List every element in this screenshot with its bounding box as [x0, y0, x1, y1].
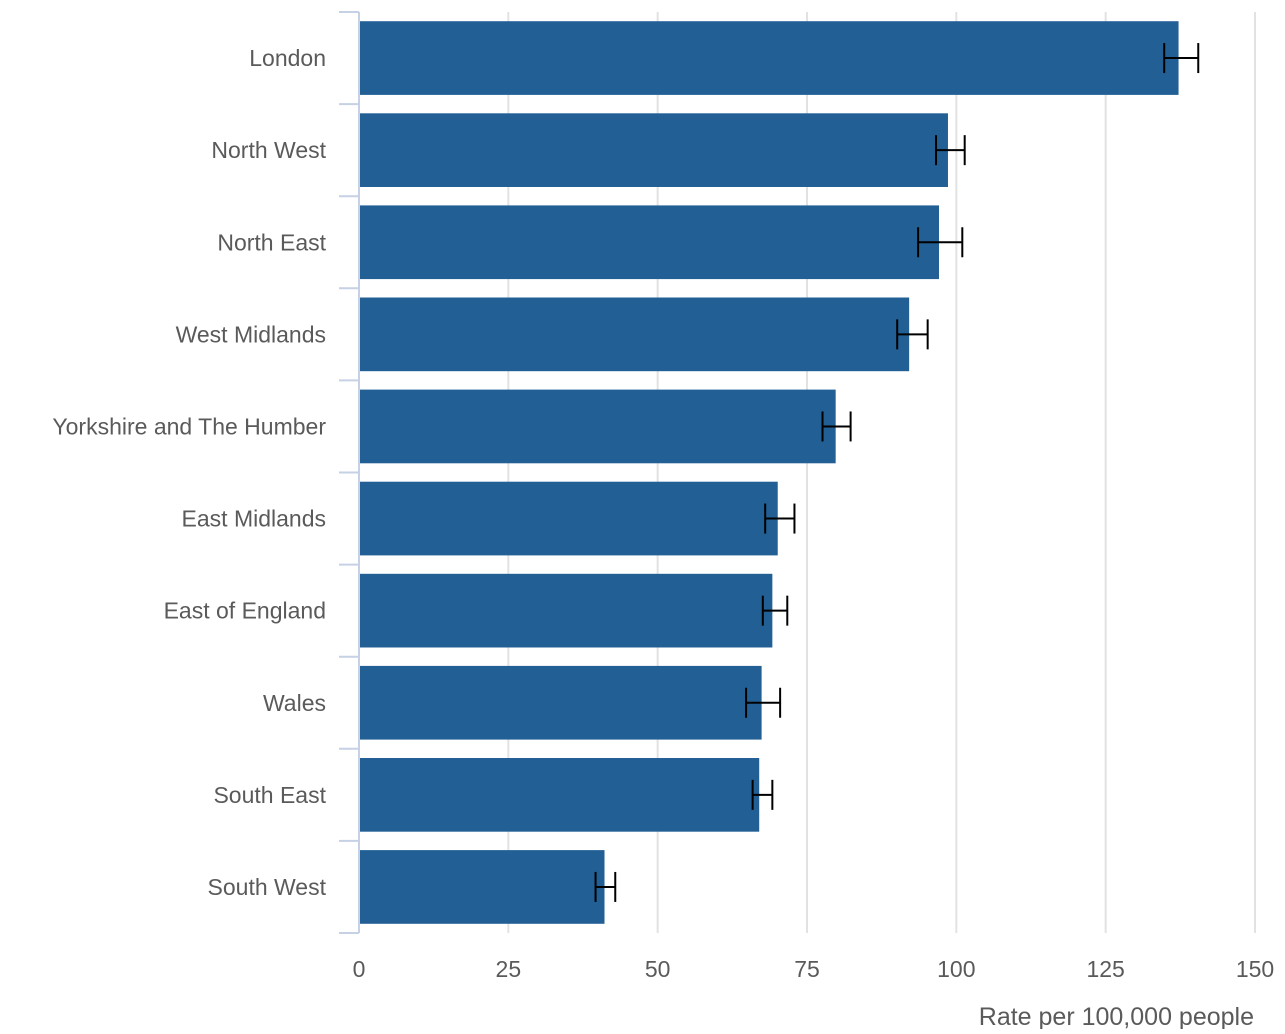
bar-wales [359, 665, 762, 740]
bar-south-east [359, 758, 760, 832]
category-label-south-east: South East [213, 782, 326, 808]
x-axis-title: Rate per 100,000 people [979, 1003, 1254, 1029]
error-bars-layer [594, 43, 1200, 902]
bars-layer [359, 21, 1179, 924]
x-tick-label-50: 50 [645, 956, 671, 982]
x-tick-label-75: 75 [794, 956, 820, 982]
category-label-wales: Wales [263, 690, 326, 716]
category-label-south-west: South West [208, 874, 327, 900]
category-label-east-of-england: East of England [164, 598, 326, 624]
x-tick-label-150: 150 [1236, 956, 1274, 982]
labels-layer: 0 25 50 75 100 125 150 London North West North Ea… [52, 45, 1274, 982]
x-tick-label-25: 25 [496, 956, 522, 982]
x-tick-label-125: 125 [1086, 956, 1124, 982]
bar-north-west [359, 113, 948, 187]
category-label-north-west: North West [211, 137, 326, 163]
category-label-london: London [249, 45, 326, 71]
bar-west-midlands [359, 297, 910, 372]
bar-east-midlands [359, 481, 778, 556]
bar-london [359, 21, 1179, 95]
category-label-east-midlands: East Midlands [182, 506, 326, 532]
bar-yorkshire-and-the-humber [359, 389, 836, 464]
x-tick-label-0: 0 [353, 956, 366, 982]
category-label-yorkshire-and-the-humber: Yorkshire and The Humber [52, 413, 326, 439]
bar-north-east [359, 205, 940, 280]
category-label-north-east: North East [217, 229, 326, 255]
axis-layer [339, 11, 360, 934]
category-label-west-midlands: West Midlands [176, 321, 326, 347]
bar-east-of-england [359, 573, 773, 648]
x-tick-label-100: 100 [937, 956, 975, 982]
bar-south-west [359, 850, 605, 924]
